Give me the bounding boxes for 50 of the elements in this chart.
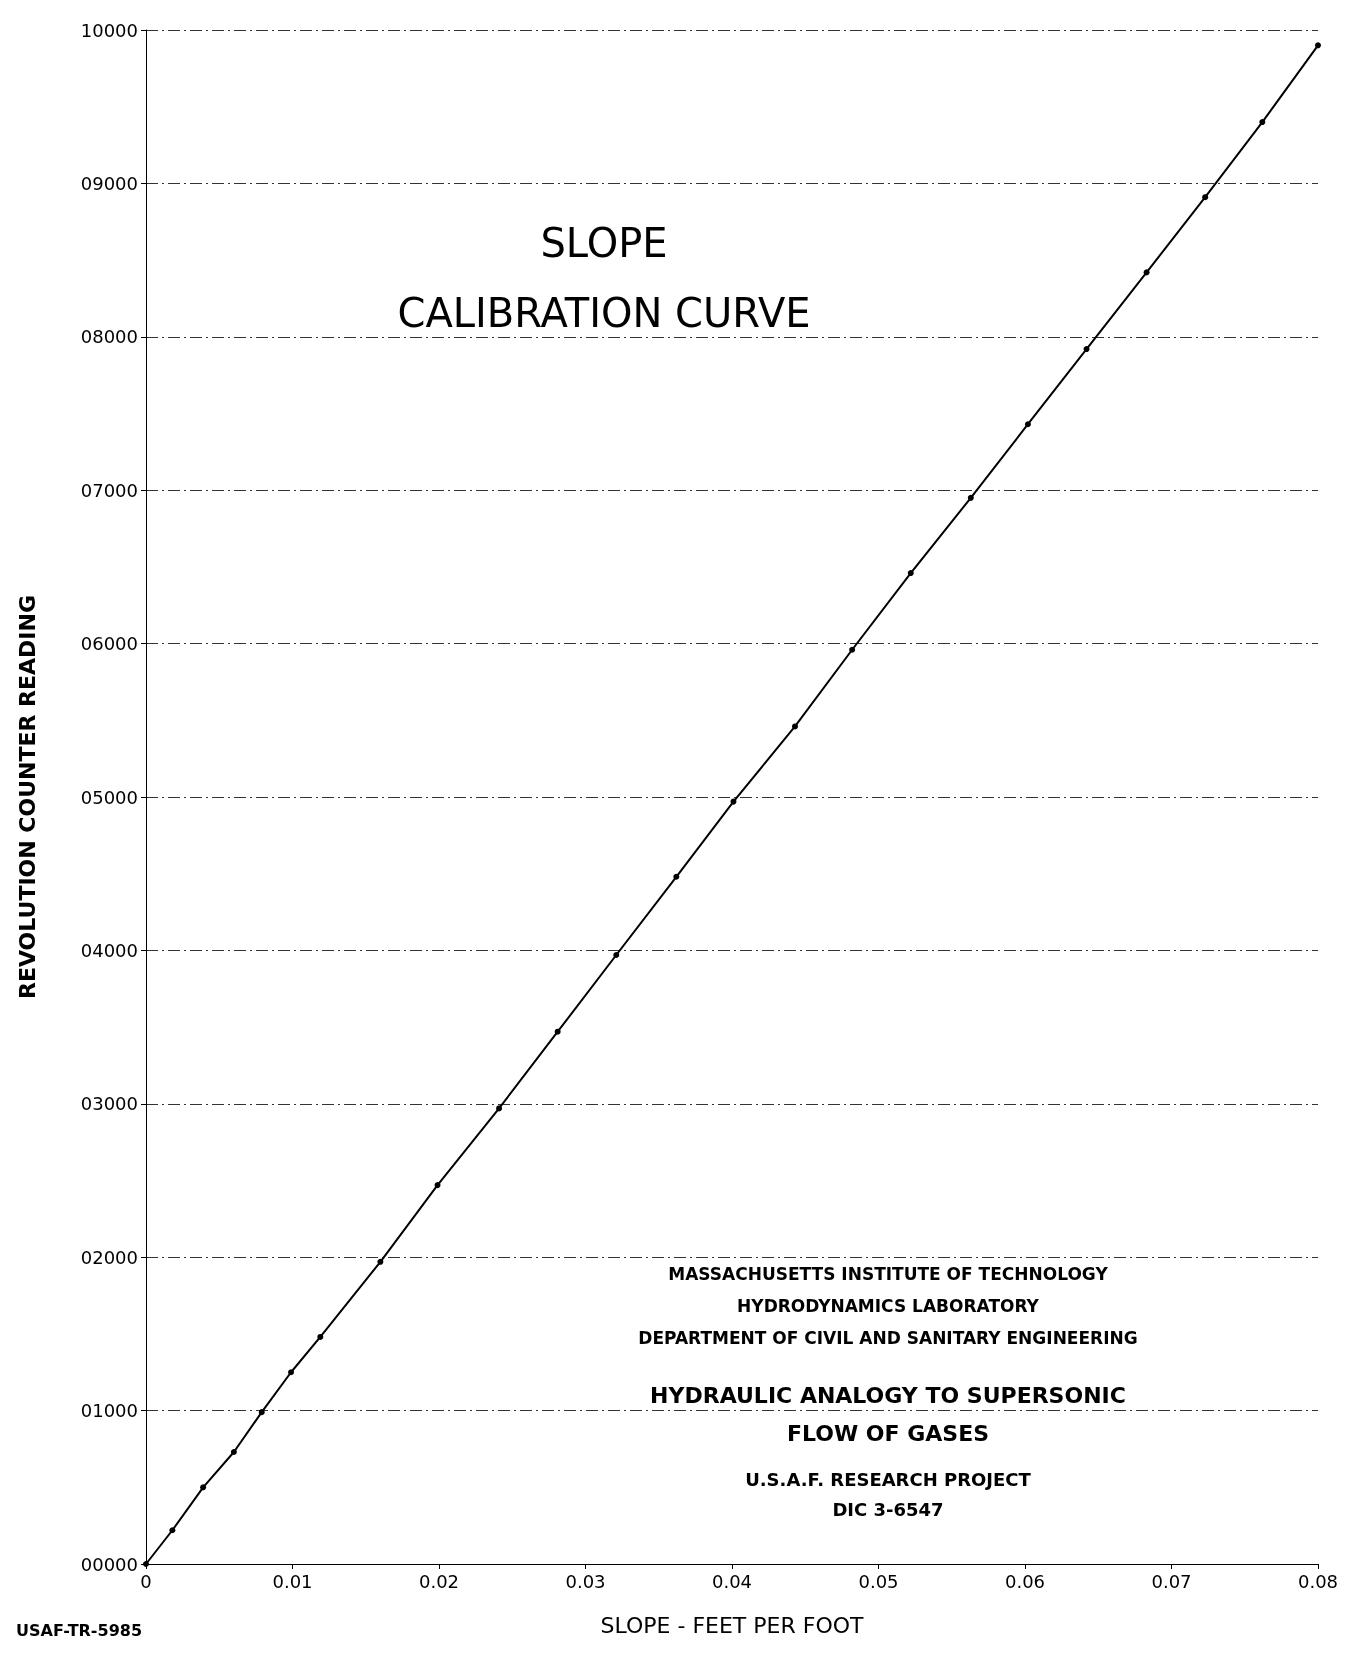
point	[673, 873, 680, 880]
point	[730, 798, 737, 805]
point	[613, 952, 620, 958]
y-tick-label: 01000	[80, 1400, 138, 1422]
x-tick-label: 0	[140, 1570, 152, 1592]
y-tick-label: 03000	[80, 1093, 138, 1115]
x-tick-label: 0.04	[711, 1570, 753, 1592]
annotation: HYDRAULIC ANALOGY TO SUPERSONIC FLOW OF GASES	[650, 1382, 1126, 1446]
y-tick-label: 02000	[80, 1246, 138, 1268]
point	[967, 494, 974, 501]
text: SLOPE CALIBRATION CURVE	[397, 220, 811, 336]
x-tick-label: 0.02	[418, 1570, 460, 1592]
point	[1259, 119, 1266, 126]
annotation: MASSACHUSETTS INSTITUTE OF TECHNOLOGY HYDRODYNAMICS LABORATORY DEPARTMENT OF CIVIL AND SANITARY ENGINEERING	[638, 1264, 1138, 1348]
x-tick-label: 0.03	[565, 1570, 606, 1592]
annotation: U.S.A.F. RESEARCH PROJECT DIC 3-6547	[745, 1468, 1032, 1520]
point	[1315, 42, 1321, 49]
point	[792, 723, 798, 730]
x-tick-label: 0.07	[1151, 1570, 1192, 1592]
y-tick-label: 06000	[80, 633, 138, 655]
y-axis-title: REVOLUTION COUNTER READING	[14, 594, 40, 1000]
point	[1083, 346, 1090, 353]
point	[288, 1369, 295, 1376]
x-tick-label: 0.06	[1004, 1570, 1046, 1592]
y-tick-label: 10000	[80, 19, 138, 41]
point	[496, 1105, 503, 1112]
x-axis-title: SLOPE - FEET PER FOOT	[600, 1612, 865, 1638]
point	[907, 570, 914, 577]
y-tick-label: 09000	[80, 172, 138, 194]
x-tick-label: 0.05	[858, 1570, 899, 1592]
x-tick-label: 0.08	[1297, 1570, 1339, 1592]
y-tick-label: 07000	[80, 479, 138, 501]
point	[1202, 194, 1209, 201]
x-tick-label: 0.01	[272, 1570, 313, 1592]
text: USAF-TR-5985	[16, 1620, 143, 1640]
y-tick-label: 00000	[80, 1553, 138, 1575]
point	[258, 1409, 265, 1416]
point	[434, 1182, 441, 1189]
point	[554, 1028, 561, 1035]
y-tick-label: 05000	[80, 786, 138, 808]
point	[1143, 269, 1150, 276]
point	[317, 1333, 324, 1340]
point	[230, 1449, 237, 1456]
point	[200, 1484, 207, 1491]
point	[1024, 421, 1031, 428]
point	[169, 1527, 176, 1534]
y-tick-label: 08000	[80, 326, 138, 348]
point	[849, 646, 856, 653]
y-tick-label: 04000	[80, 939, 138, 961]
point	[377, 1258, 384, 1265]
